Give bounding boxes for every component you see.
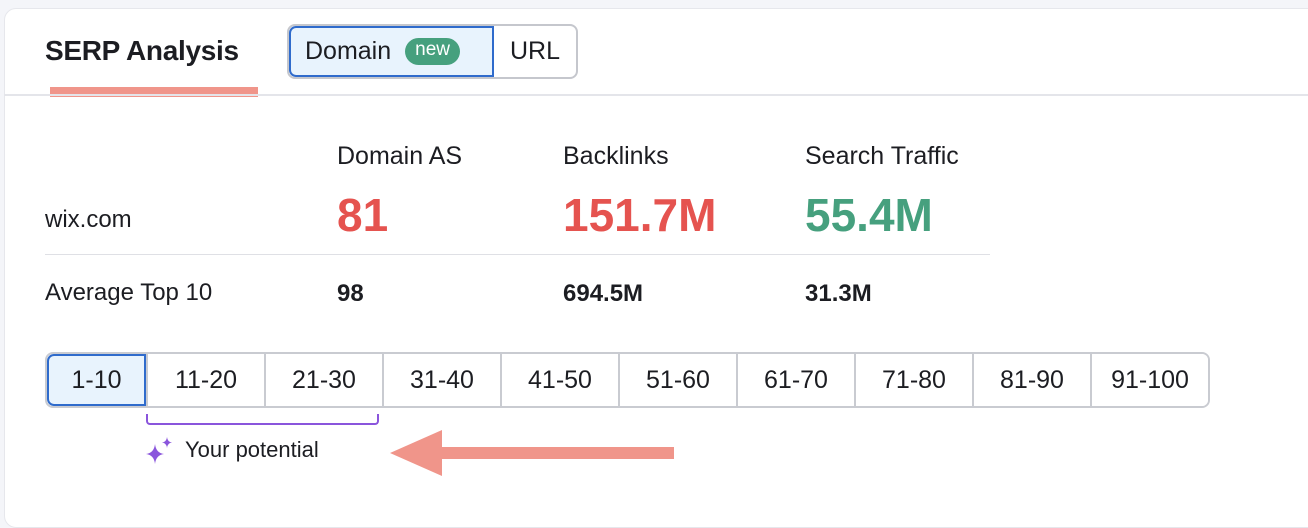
mode-toggle: Domain new URL: [287, 24, 579, 79]
arrow-left-icon: [390, 430, 674, 476]
your-potential-label: Your potential: [185, 437, 319, 462]
page-61-70[interactable]: 61-70: [736, 354, 854, 406]
avg-search-traffic: 31.3M: [805, 280, 872, 307]
position-pagination: 1-10 11-20 21-30 31-40 41-50 51-60 61-70…: [45, 352, 1210, 408]
title-underline: [50, 87, 258, 97]
average-label: Average Top 10: [45, 279, 213, 306]
page-1-10[interactable]: 1-10: [47, 354, 146, 406]
domain-as-value: 81: [337, 189, 389, 241]
backlinks-value: 151.7M: [563, 189, 717, 241]
sparkle-icon: [146, 437, 172, 464]
page-71-80[interactable]: 71-80: [854, 354, 972, 406]
page-21-30[interactable]: 21-30: [264, 354, 382, 406]
avg-backlinks: 694.5M: [563, 280, 644, 307]
page-31-40[interactable]: 31-40: [382, 354, 500, 406]
header-divider: [4, 94, 1308, 96]
metrics-divider: [45, 254, 990, 255]
potential-bracket: [146, 414, 379, 425]
page-11-20[interactable]: 11-20: [146, 354, 264, 406]
col-domain-as: Domain AS: [337, 142, 463, 170]
search-traffic-value: 55.4M: [805, 189, 933, 241]
page-81-90[interactable]: 81-90: [972, 354, 1090, 406]
page-title: SERP Analysis: [45, 35, 239, 66]
page-41-50[interactable]: 41-50: [500, 354, 618, 406]
toggle-url-label: URL: [510, 37, 561, 65]
toggle-domain-label: Domain: [305, 37, 392, 65]
toggle-domain[interactable]: Domain new: [289, 26, 494, 77]
col-search-traffic: Search Traffic: [805, 142, 959, 170]
page-51-60[interactable]: 51-60: [618, 354, 736, 406]
domain-name: wix.com: [45, 206, 132, 233]
new-badge: new: [405, 38, 461, 65]
avg-domain-as: 98: [337, 280, 364, 307]
page-91-100[interactable]: 91-100: [1090, 354, 1208, 406]
col-backlinks: Backlinks: [563, 142, 669, 170]
toggle-url[interactable]: URL: [494, 26, 576, 77]
